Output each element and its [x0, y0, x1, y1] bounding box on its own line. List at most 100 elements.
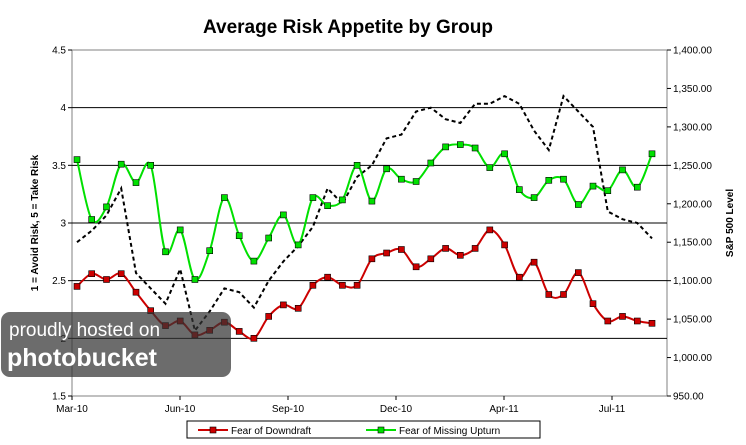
series-downdraft-point	[368, 255, 376, 263]
y2-tick-label: 1,200.00	[673, 199, 712, 210]
series-upturn-point	[73, 156, 81, 163]
y2-tick-label: 1,250.00	[673, 161, 712, 172]
watermark-line-2: photobucket	[7, 344, 158, 372]
series-sp500-line	[76, 94, 653, 333]
series-downdraft-point	[619, 313, 626, 320]
series-upturn-point	[88, 216, 95, 223]
watermark: proudly hosted on photobucket	[1, 312, 231, 377]
series-downdraft-point	[235, 328, 243, 335]
series-upturn-point	[221, 194, 228, 201]
series-upturn-point	[398, 175, 405, 183]
y2-tick-label: 1,400.00	[673, 46, 712, 57]
y-tick-label: 3.5	[52, 161, 66, 172]
series-upturn-point	[515, 186, 523, 193]
series-upturn-point	[619, 166, 626, 174]
y2-tick-label: 950.00	[673, 392, 704, 403]
legend: Fear of Downdraft Fear of Missing Upturn	[186, 420, 541, 439]
series-upturn-point	[427, 159, 435, 167]
series-downdraft-point	[280, 301, 287, 309]
series-upturn-point	[206, 247, 213, 254]
y-tick-label: 4.5	[52, 46, 66, 57]
y-axis-right: 950.00 1,000.00 1,050.00 1,100.00 1,150.00 1,…	[667, 46, 712, 403]
watermark-box	[1, 312, 231, 377]
y-tick-label: 1.5	[52, 392, 66, 403]
series-downdraft-point	[545, 291, 553, 298]
series-upturn-point	[280, 211, 287, 219]
series-downdraft-point	[456, 252, 464, 259]
series-upturn-point	[633, 183, 641, 191]
series-upturn-point	[176, 226, 184, 234]
series-upturn-point	[103, 203, 110, 211]
series-upturn-point	[191, 276, 199, 283]
x-tick-label: Jun-10	[165, 404, 196, 415]
chart-title: Average Risk Appetite by Group	[203, 17, 493, 38]
y2-tick-label: 1,050.00	[673, 315, 712, 326]
series-upturn-point	[265, 234, 273, 242]
series-downdraft-point	[633, 317, 641, 325]
series-downdraft-point	[132, 288, 140, 296]
series-upturn-point	[250, 257, 258, 265]
x-tick-label: Jul-11	[599, 404, 626, 415]
series-upturn-point	[648, 150, 656, 158]
series-downdraft-point	[265, 313, 273, 320]
series-upturn-point	[412, 178, 420, 185]
legend-marker-upturn	[377, 426, 385, 434]
series-upturn-point	[501, 150, 508, 158]
series-downdraft-point	[353, 281, 361, 289]
series-upturn-point	[560, 175, 567, 183]
series-upturn-point	[486, 164, 494, 171]
series-downdraft-point	[486, 226, 494, 234]
series-upturn-point	[132, 179, 140, 186]
series-downdraft-point	[294, 304, 302, 312]
legend-marker-downdraft	[209, 426, 217, 434]
series-downdraft-point	[117, 270, 125, 278]
y2-tick-label: 1,000.00	[673, 353, 712, 364]
series-upturn-point	[162, 248, 169, 256]
series-upturn-point	[339, 196, 346, 204]
series-upturn-point	[117, 160, 125, 168]
series-downdraft-point	[427, 255, 435, 263]
series-upturn-point	[456, 141, 464, 148]
series-upturn-point	[471, 144, 479, 152]
series-downdraft-point	[250, 334, 258, 342]
series-downdraft-point	[339, 281, 346, 289]
series-upturn-point	[383, 165, 390, 173]
y2-axis-title: S&P 500 Level	[725, 189, 736, 257]
series-downdraft-point	[530, 258, 538, 266]
y2-tick-label: 1,350.00	[673, 84, 712, 95]
series-upturn-point	[589, 182, 597, 190]
series-upturn-point	[368, 197, 376, 205]
y-tick-label: 2.5	[52, 276, 66, 287]
y-tick-label: 4	[60, 103, 66, 114]
y2-tick-label: 1,150.00	[673, 238, 712, 249]
series-upturn-point	[309, 194, 317, 201]
x-tick-label: Sep-10	[272, 404, 305, 415]
x-tick-label: Apr-11	[489, 404, 519, 415]
series-downdraft-point	[501, 241, 508, 249]
series-downdraft-point	[103, 276, 110, 283]
series-upturn-point	[324, 202, 331, 209]
x-tick-label: Mar-10	[56, 404, 88, 415]
legend-label-downdraft: Fear of Downdraft	[231, 426, 311, 437]
series-downdraft-point	[88, 270, 95, 278]
series-downdraft-point	[383, 249, 390, 257]
series-downdraft-point	[309, 281, 317, 289]
series-downdraft-point	[412, 263, 420, 271]
series-downdraft-point	[515, 273, 523, 281]
series-upturn-line	[76, 143, 653, 281]
series-upturn-point	[442, 143, 449, 151]
series-upturn-point	[147, 162, 154, 169]
series-upturn-point	[530, 194, 538, 201]
series-upturn-point	[294, 241, 302, 249]
series-downdraft-point	[560, 291, 567, 298]
series-downdraft-point	[324, 273, 331, 281]
y-tick-label: 3	[60, 219, 66, 230]
series-downdraft-point	[589, 300, 597, 308]
legend-label-upturn: Fear of Missing Upturn	[399, 426, 500, 437]
series-downdraft-point	[442, 245, 449, 252]
y2-tick-label: 1,300.00	[673, 122, 712, 133]
series-downdraft-point	[604, 317, 612, 325]
series-upturn-point	[604, 187, 612, 194]
